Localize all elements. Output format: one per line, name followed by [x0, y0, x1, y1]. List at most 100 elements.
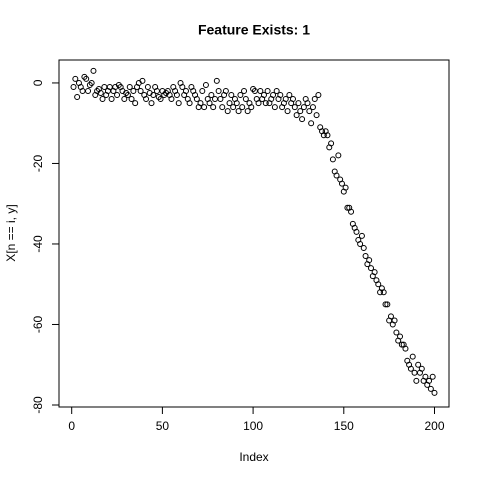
point — [219, 104, 226, 111]
point — [397, 333, 404, 340]
point — [368, 265, 374, 272]
point — [157, 96, 164, 103]
point — [333, 172, 340, 179]
point — [342, 184, 349, 191]
point — [182, 87, 189, 94]
y-axis-label: X[n == i, y] — [4, 204, 18, 261]
point — [328, 140, 335, 147]
point — [132, 100, 139, 107]
point — [215, 87, 222, 94]
point — [284, 108, 291, 115]
point — [264, 87, 271, 94]
point — [311, 96, 318, 103]
point — [90, 67, 97, 74]
point — [384, 301, 391, 308]
point — [233, 100, 240, 107]
point — [309, 104, 316, 111]
point — [217, 96, 224, 103]
point — [273, 87, 280, 94]
point — [286, 92, 293, 99]
point — [226, 100, 233, 107]
point — [70, 83, 77, 90]
point — [108, 96, 115, 103]
point — [148, 100, 155, 107]
point — [257, 87, 264, 94]
point — [429, 373, 436, 380]
point — [358, 232, 365, 239]
x-tick-label: 150 — [334, 419, 354, 433]
y-tick-label: 0 — [31, 79, 45, 86]
point — [315, 92, 322, 99]
point — [411, 369, 418, 376]
point — [202, 81, 209, 88]
point — [293, 112, 300, 119]
x-tick-label: 100 — [243, 419, 263, 433]
point — [427, 385, 434, 392]
x-tick-label: 0 — [68, 419, 75, 433]
point — [306, 108, 313, 115]
point — [304, 100, 311, 107]
point — [186, 100, 193, 107]
point — [366, 257, 373, 264]
point — [295, 100, 302, 107]
point — [242, 96, 249, 103]
point — [402, 345, 409, 352]
point — [72, 75, 79, 82]
point — [344, 204, 351, 211]
plot-frame — [58, 59, 450, 408]
point — [85, 87, 92, 94]
point — [360, 244, 367, 251]
point — [224, 108, 231, 115]
point — [380, 289, 387, 296]
point — [418, 365, 425, 372]
point — [297, 108, 304, 115]
point — [197, 100, 204, 107]
point — [291, 104, 298, 111]
point — [271, 104, 278, 111]
point — [137, 87, 144, 94]
point — [208, 92, 215, 99]
point — [398, 341, 405, 348]
point — [362, 253, 369, 260]
point — [248, 104, 255, 111]
point — [88, 79, 95, 86]
point — [260, 92, 267, 99]
y-tick-label: -60 — [31, 315, 45, 333]
point — [239, 104, 246, 111]
point — [382, 301, 389, 308]
point — [357, 240, 364, 247]
point — [371, 269, 378, 276]
point — [308, 120, 315, 127]
point — [175, 100, 182, 107]
x-tick-label: 200 — [424, 419, 444, 433]
point — [121, 96, 128, 103]
point — [431, 389, 438, 396]
point — [353, 228, 360, 235]
point — [375, 281, 382, 288]
point — [348, 208, 355, 215]
point — [391, 317, 398, 324]
point — [139, 77, 146, 84]
point — [193, 96, 200, 103]
point — [222, 87, 229, 94]
point — [335, 152, 342, 159]
point — [210, 104, 217, 111]
point — [262, 100, 269, 107]
point — [213, 77, 220, 84]
chart-title: Feature Exists: 1 — [198, 22, 310, 38]
point — [228, 92, 235, 99]
point — [241, 87, 248, 94]
point — [230, 104, 237, 111]
point — [409, 353, 416, 360]
point — [168, 96, 175, 103]
point — [415, 361, 422, 368]
point — [179, 83, 186, 90]
point — [235, 108, 242, 115]
point — [74, 94, 81, 101]
point — [324, 132, 331, 139]
point — [255, 100, 262, 107]
point — [114, 92, 121, 99]
point — [244, 108, 251, 115]
point — [277, 92, 284, 99]
